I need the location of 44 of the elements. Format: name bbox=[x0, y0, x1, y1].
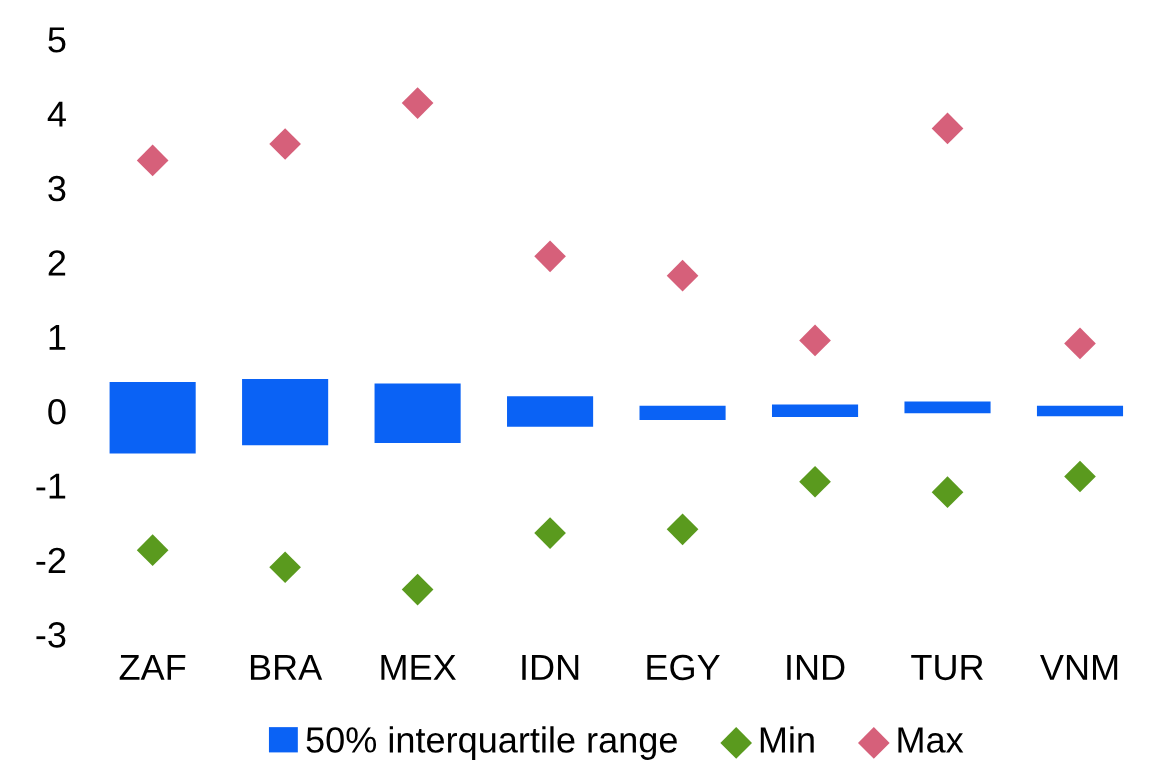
legend-label: Min bbox=[760, 726, 814, 753]
x-tick-label: ZAF bbox=[119, 655, 186, 680]
bar bbox=[771, 404, 859, 418]
point bbox=[666, 513, 699, 546]
point bbox=[534, 517, 566, 549]
point bbox=[931, 476, 964, 508]
y-tick-label: 5 bbox=[48, 27, 66, 53]
y-tick-label: 4 bbox=[47, 101, 66, 127]
x-tick-label: BRA bbox=[250, 655, 323, 680]
y-tick-label: 2 bbox=[48, 250, 66, 276]
x-tick-label: TUR bbox=[911, 655, 983, 681]
point bbox=[666, 259, 699, 292]
point bbox=[401, 87, 434, 119]
y-tick-label: -2 bbox=[36, 547, 66, 573]
bar bbox=[374, 383, 461, 444]
legend-label: Max bbox=[898, 727, 964, 753]
y-tick-label: 3 bbox=[48, 175, 66, 202]
bar bbox=[109, 382, 196, 454]
y-tick-label: 0 bbox=[48, 398, 66, 425]
x-tick-label: IND bbox=[787, 655, 845, 680]
bar bbox=[639, 405, 726, 420]
y-tick-label: -1 bbox=[36, 473, 66, 499]
x-tick-label: MEX bbox=[381, 655, 456, 680]
x-tick-label: EGY bbox=[647, 654, 720, 681]
x-tick-label: IDN bbox=[522, 655, 579, 680]
legend-label: 50% interquartile range bbox=[306, 726, 677, 760]
point bbox=[931, 112, 964, 145]
x-tick-label: VNM bbox=[1040, 655, 1118, 680]
point bbox=[534, 240, 566, 273]
point bbox=[269, 128, 301, 160]
point bbox=[1064, 460, 1096, 493]
point bbox=[136, 534, 169, 567]
point bbox=[401, 573, 434, 606]
y-tick-label: -3 bbox=[36, 622, 66, 648]
bar bbox=[242, 379, 329, 446]
point bbox=[799, 465, 831, 498]
point bbox=[1064, 327, 1096, 360]
bar bbox=[904, 401, 991, 414]
point bbox=[799, 324, 831, 357]
point bbox=[269, 551, 301, 584]
y-tick-label: 1 bbox=[49, 324, 66, 350]
bar bbox=[1036, 405, 1124, 417]
bar bbox=[507, 396, 594, 427]
point bbox=[136, 144, 169, 177]
